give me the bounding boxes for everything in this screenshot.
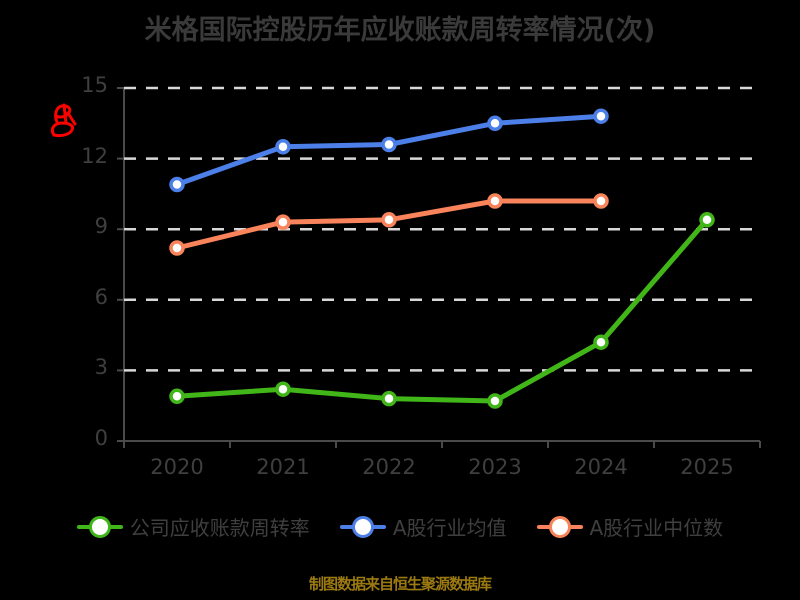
data-point-marker[interactable] (593, 193, 609, 209)
chart-series (169, 108, 609, 193)
data-point-marker[interactable] (275, 214, 291, 230)
x-axis-tick-label: 2022 (362, 455, 416, 479)
data-point-marker[interactable] (381, 136, 397, 153)
legend-marker-icon (536, 515, 583, 538)
gridlines (124, 86, 760, 372)
chart-legend: 公司应收账款周转率 A股行业均值 A股行业中位数 (0, 512, 800, 541)
data-point-marker[interactable] (381, 390, 397, 407)
data-point-marker[interactable] (487, 393, 503, 409)
red-signature-watermark (50, 103, 77, 138)
data-point-marker[interactable] (487, 193, 503, 209)
x-axis-tick-label: 2024 (574, 455, 628, 479)
page-title: 米格国际控股历年应收账款周转率情况(次) (144, 15, 656, 46)
legend-dot (88, 515, 111, 538)
chart-footnote: 制图数据来自恒生聚源数据库 (308, 575, 492, 593)
data-point-marker[interactable] (593, 334, 609, 350)
data-point-marker[interactable] (169, 176, 185, 193)
data-point-marker[interactable] (275, 381, 291, 397)
legend-label: 公司应收账款周转率 (129, 516, 310, 540)
legend-item[interactable]: A股行业中位数 (536, 512, 724, 541)
data-point-marker[interactable] (593, 108, 609, 124)
data-point-marker[interactable] (275, 139, 291, 155)
series-layer (169, 108, 715, 409)
x-axis-tick-label: 2021 (256, 455, 310, 479)
x-tick-marks (123, 441, 761, 448)
x-axis-tick-label: 2020 (150, 455, 204, 479)
y-axis-tick-label: 6 (94, 284, 108, 309)
y-tick-marks (117, 87, 124, 442)
chart-series (169, 212, 715, 409)
legend-item[interactable]: A股行业均值 (339, 512, 507, 541)
chart-series (169, 193, 609, 256)
data-point-marker[interactable] (381, 212, 397, 228)
y-axis-tick-label: 3 (94, 355, 108, 380)
data-point-marker[interactable] (169, 388, 185, 405)
data-point-marker[interactable] (169, 240, 185, 256)
x-axis-tick-label: 2023 (468, 455, 522, 479)
y-axis-tick-label: 12 (81, 143, 108, 168)
series-line (174, 217, 710, 404)
data-point-marker[interactable] (699, 212, 715, 228)
y-axis-tick-label: 0 (94, 426, 108, 450)
legend-marker-icon (76, 515, 123, 538)
legend-marker-icon (339, 515, 386, 538)
legend-item[interactable]: 公司应收账款周转率 (76, 512, 310, 541)
legend-label: A股行业均值 (392, 516, 507, 540)
x-axis-tick-label: 2025 (680, 455, 734, 479)
legend-dot (548, 515, 571, 538)
legend-label: A股行业中位数 (589, 516, 724, 540)
data-point-marker[interactable] (487, 115, 503, 132)
y-axis-tick-label: 9 (94, 214, 108, 239)
legend-dot (351, 515, 374, 538)
y-axis-tick-label: 15 (81, 73, 108, 97)
